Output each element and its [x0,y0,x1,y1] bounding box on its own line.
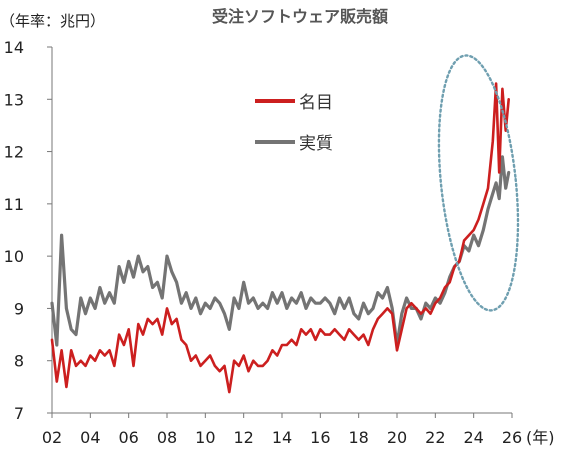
y-tick-label: 7 [14,404,24,423]
highlight-ellipse [437,54,520,312]
x-tick-label: 22 [425,428,445,447]
x-axis: 02 04 06 08 10 12 14 16 18 20 22 24 26 [42,412,522,447]
x-tick-label: 18 [348,428,368,447]
plot-area [50,54,520,394]
x-tick-label: 08 [157,428,177,447]
y-tick-label: 8 [14,352,24,371]
y-unit-label: （年率：兆円） [0,12,105,30]
y-tick-label: 9 [14,299,24,318]
x-tick-label: 02 [42,428,62,447]
legend-label-nominal: 名目 [299,93,333,113]
y-tick-label: 10 [4,247,24,266]
x-tick-label: 26 [502,428,522,447]
chart-title: 受注ソフトウェア販売額 [212,7,388,26]
x-tick-label: 24 [463,428,483,447]
series-line-real [50,155,511,347]
x-tick-label: 20 [387,428,407,447]
legend-label-real: 実質 [299,134,333,154]
x-tick-label: 04 [80,428,100,447]
x-unit-label: (年) [526,428,555,447]
y-tick-label: 13 [4,90,24,109]
legend: 名目 実質 [255,93,333,154]
x-tick-label: 14 [272,428,292,447]
x-tick-label: 16 [310,428,330,447]
y-axis: 7 8 9 10 11 12 13 14 [4,38,53,423]
y-tick-label: 11 [4,195,24,214]
x-tick-label: 06 [118,428,138,447]
x-tick-label: 10 [195,428,215,447]
series-line-nominal [50,82,511,394]
x-tick-label: 12 [233,428,253,447]
y-tick-label: 12 [4,143,24,162]
y-tick-label: 14 [4,38,24,57]
